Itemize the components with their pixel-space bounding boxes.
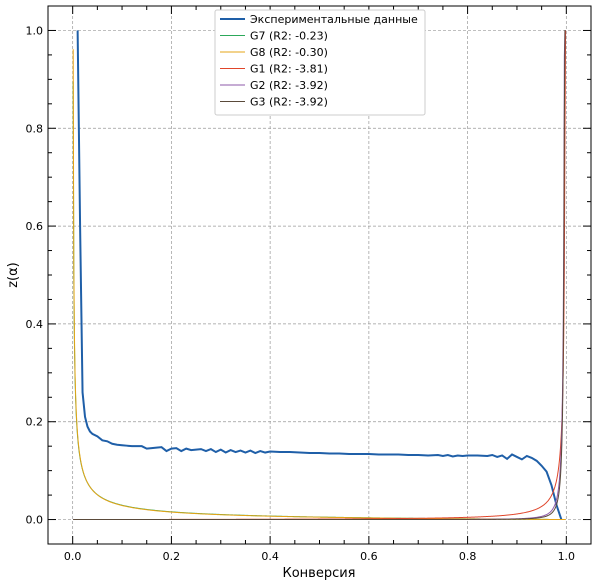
x-tick-label-3: 0.6 [360,550,378,563]
y-tick-label-0: 0.0 [26,514,44,527]
y-tick-label-1: 0.2 [26,416,44,429]
legend: Экспериментальные данные G7 (R2: -0.23) G8… [214,9,426,116]
x-tick-label-5: 1.0 [558,550,576,563]
series-line-0 [76,30,563,520]
ticks [47,5,592,545]
y-tick-label-3: 0.6 [26,220,44,233]
x-tick-label-1: 0.2 [163,550,181,563]
x-tick-label-0: 0.0 [64,550,82,563]
legend-label-0: Экспериментальные данные [250,13,418,26]
x-axis-label: Конверсия [282,566,355,581]
y-axis-label: z(α) [6,262,21,288]
y-tick-label-2: 0.4 [26,318,44,331]
y-tick-label-5: 1.0 [26,24,44,37]
tick-labels: 0.0 0.2 0.4 0.6 0.8 1.0 0.0 0.2 0.4 0.6 0.8 1.0 [26,24,576,563]
series-layer [72,29,567,521]
x-tick-label-4: 0.8 [459,550,477,563]
legend-box [214,9,426,116]
series-line-5 [73,29,566,521]
legend-label-4: G2 (R2: -3.92) [250,79,328,92]
legend-label-1: G7 (R2: -0.23) [250,30,328,43]
legend-label-3: G1 (R2: -3.81) [250,63,328,76]
legend-label-2: G8 (R2: -0.30) [250,46,328,59]
x-tick-label-2: 0.4 [261,550,279,563]
legend-label-5: G3 (R2: -3.92) [250,96,328,109]
y-tick-label-4: 0.8 [26,122,44,135]
